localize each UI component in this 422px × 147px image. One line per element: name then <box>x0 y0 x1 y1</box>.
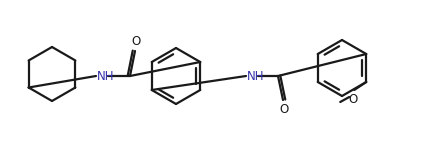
Text: O: O <box>279 103 289 116</box>
Text: O: O <box>131 35 141 48</box>
Text: O: O <box>349 93 358 106</box>
Text: NH: NH <box>247 70 265 82</box>
Text: NH: NH <box>97 70 114 82</box>
